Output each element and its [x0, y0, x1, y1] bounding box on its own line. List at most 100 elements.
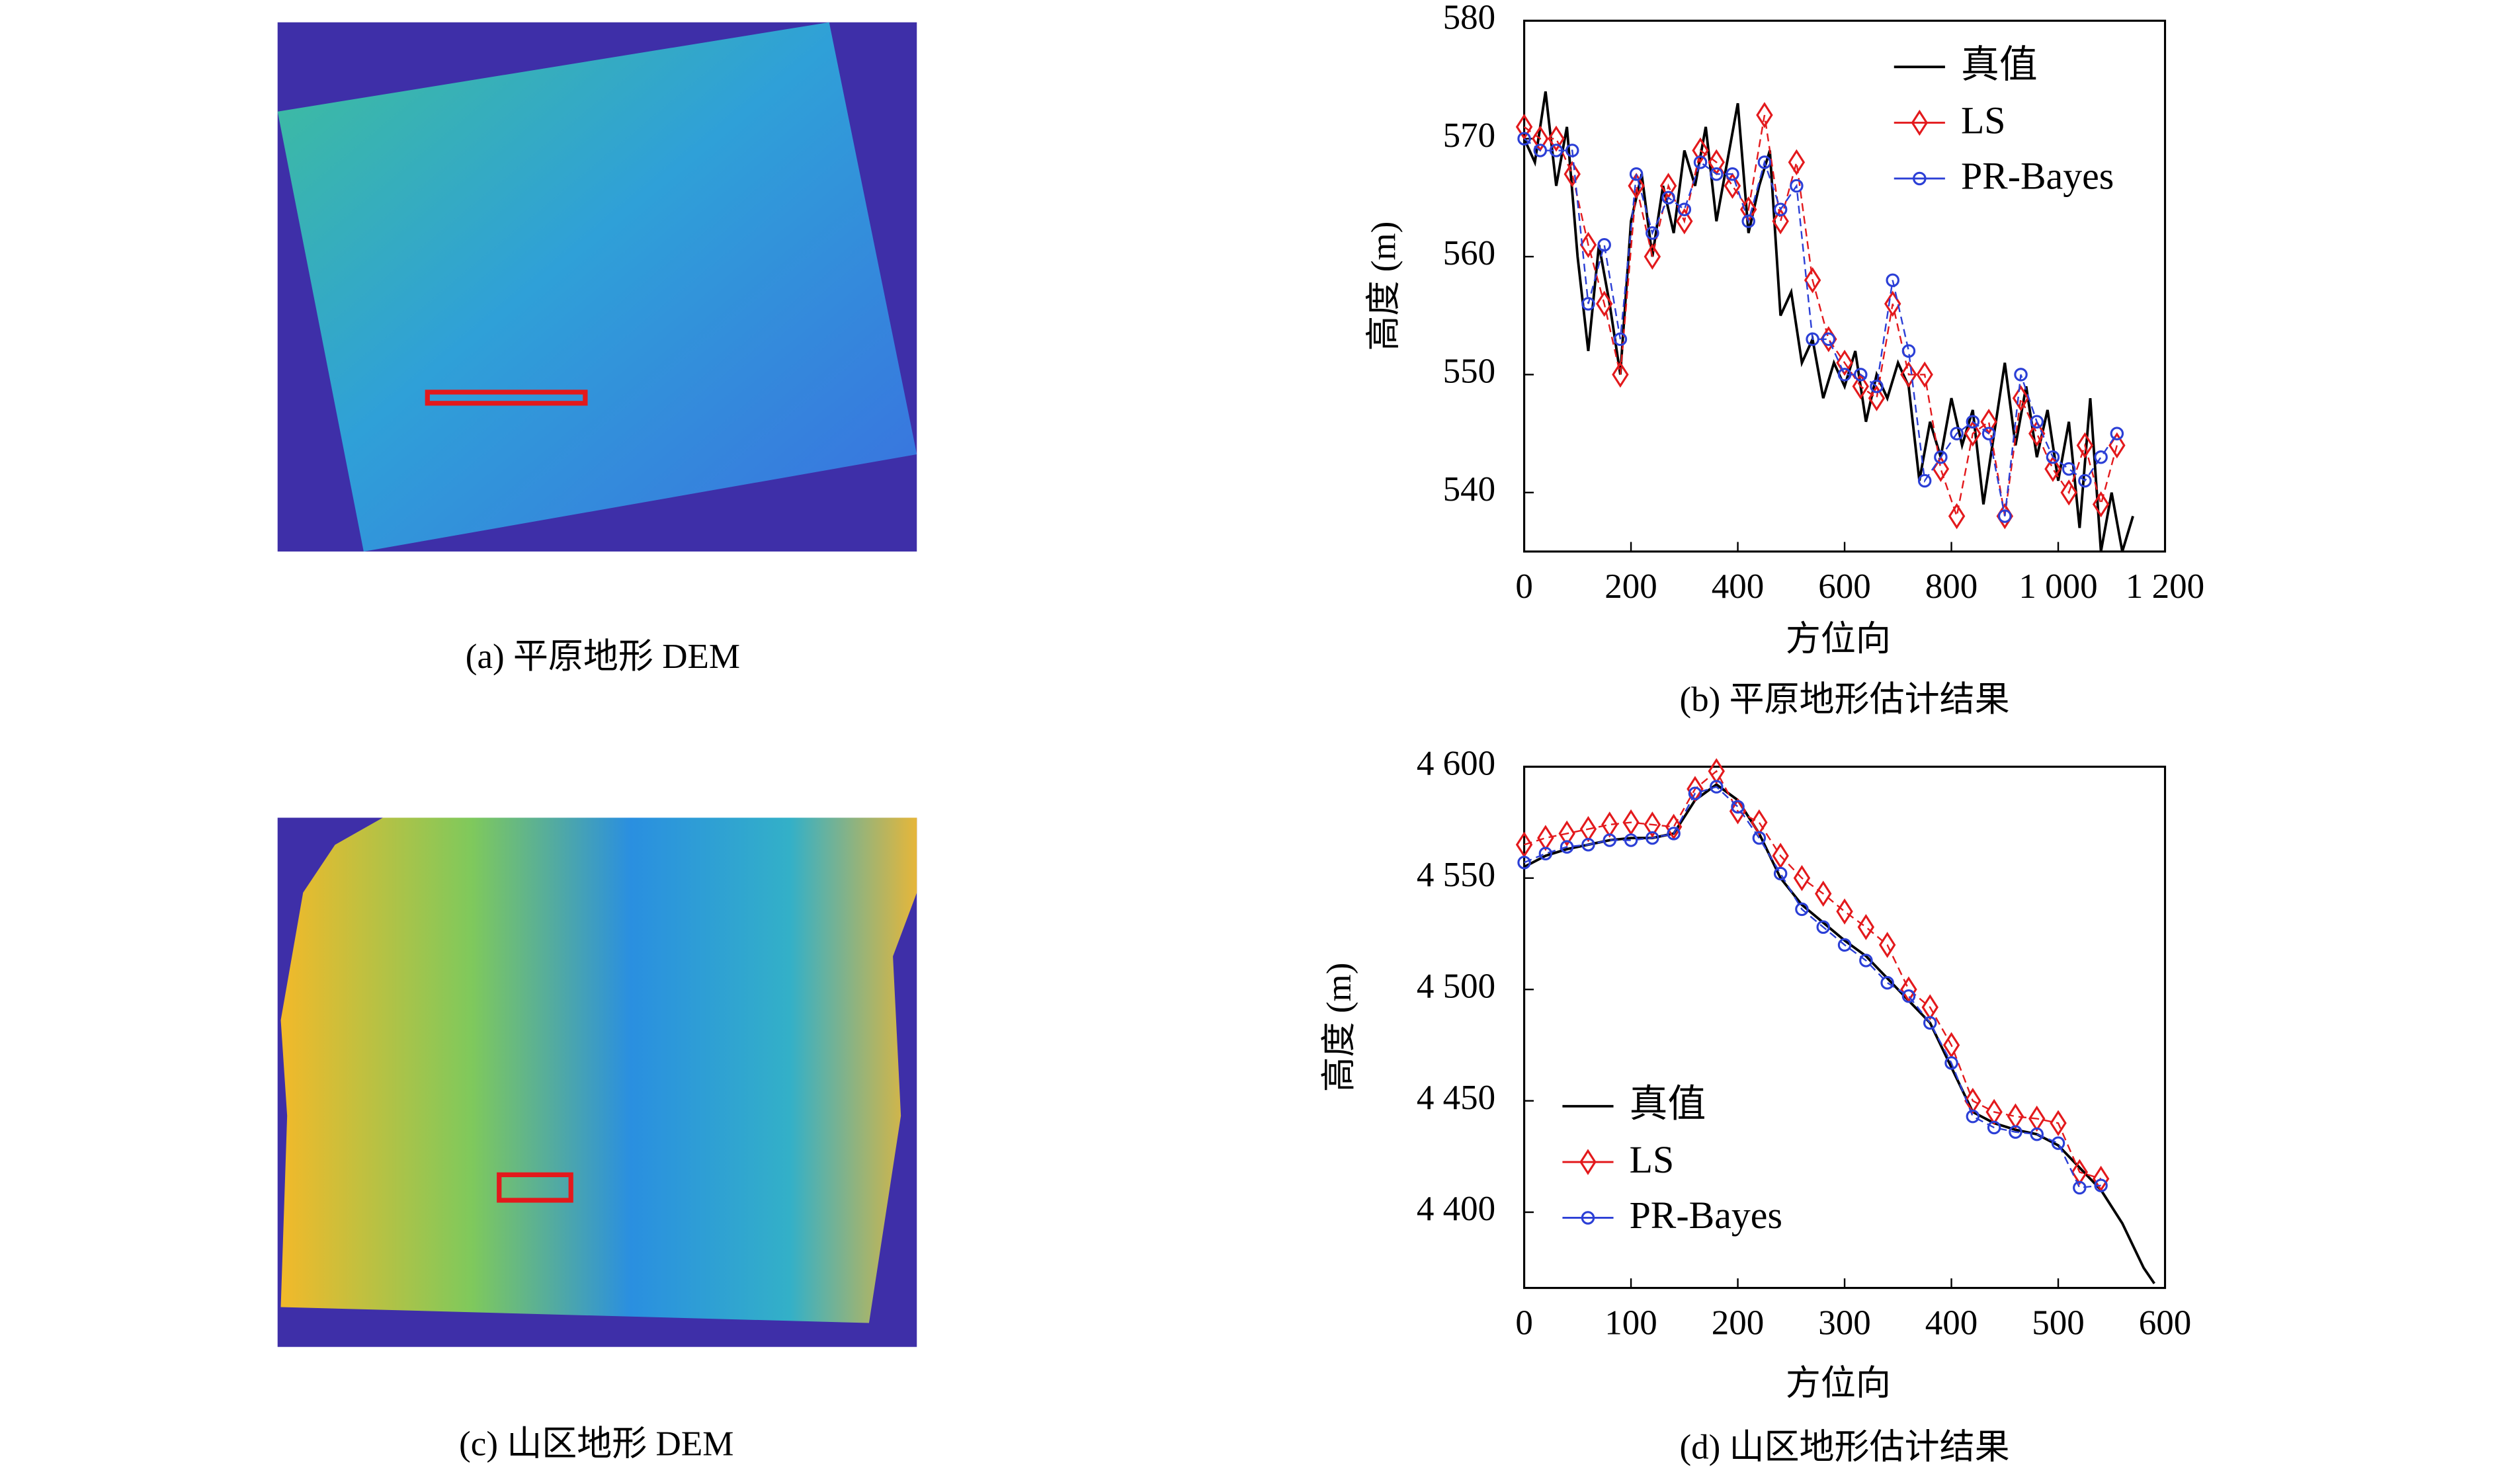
x-tick-label: 1 200: [2126, 567, 2204, 606]
marker: [1677, 202, 1692, 216]
marker: [1517, 855, 1531, 870]
marker: [1665, 813, 1683, 841]
marker: [1692, 137, 1709, 164]
marker: [1985, 1098, 2003, 1126]
marker: [2078, 474, 2092, 488]
marker: [2094, 1178, 2108, 1192]
legend-label: 真值: [1961, 43, 2038, 86]
marker: [1724, 173, 1741, 199]
marker: [1579, 815, 1597, 843]
marker: [1560, 840, 1574, 854]
x-tick-label: 600: [2139, 1304, 2192, 1342]
marker: [2012, 385, 2030, 411]
marker: [1628, 173, 1645, 199]
marker: [1661, 190, 1675, 205]
marker: [2046, 450, 2060, 464]
marker: [1688, 786, 1702, 801]
y-tick-label: 4 400: [1417, 1190, 1495, 1228]
marker: [1917, 474, 1932, 488]
marker: [1612, 361, 1629, 388]
marker: [1900, 361, 1917, 388]
marker: [1710, 167, 1724, 181]
marker: [2092, 1165, 2110, 1192]
marker: [1950, 427, 1964, 440]
marker: [1793, 865, 1811, 891]
x-tick-label: 1 000: [2019, 567, 2097, 606]
x-tick-label: 600: [1818, 567, 1871, 606]
legend-label: LS: [1961, 99, 2005, 142]
marker: [1595, 290, 1613, 317]
marker: [1916, 361, 1933, 388]
y-tick-label: 550: [1443, 352, 1496, 391]
marker: [2030, 1127, 2044, 1141]
marker: [1676, 208, 1693, 235]
marker: [1821, 332, 1836, 347]
marker: [1549, 144, 1563, 157]
legend-label: LS: [1630, 1138, 1675, 1181]
x-tick-label: 300: [1818, 1304, 1871, 1342]
marker: [1515, 114, 1533, 140]
marker: [1773, 866, 1788, 881]
marker: [1751, 809, 1768, 836]
marker: [1868, 385, 1886, 411]
x-tick-label: 200: [1712, 1304, 1765, 1342]
y-tick-label: 580: [1443, 0, 1496, 37]
legend-marker: [1579, 1149, 1597, 1175]
marker: [1693, 155, 1708, 169]
marker: [1708, 758, 1725, 784]
x-axis-label: 方位向: [1786, 1364, 1891, 1403]
marker: [1646, 226, 1659, 240]
y-axis-label: 高度 (m): [1320, 963, 1358, 1092]
marker: [2009, 1125, 2022, 1139]
series-line: [1523, 138, 2118, 516]
marker: [2044, 456, 2062, 482]
marker: [1880, 975, 1894, 990]
x-tick-label: 100: [1604, 1304, 1657, 1342]
marker: [1886, 273, 1899, 287]
marker: [1966, 1109, 1980, 1124]
legend-marker: [1581, 1211, 1595, 1225]
marker: [1579, 231, 1597, 258]
series-line: [1524, 770, 2101, 1180]
marker: [1517, 132, 1531, 145]
marker: [1601, 811, 1618, 838]
x-tick-label: 0: [1515, 1304, 1533, 1342]
dem-plain: [277, 22, 917, 552]
marker: [2028, 1105, 2046, 1132]
y-tick-label: 560: [1443, 234, 1496, 272]
series-line: [1524, 786, 2101, 1189]
marker: [1533, 144, 1548, 157]
marker: [1710, 780, 1724, 794]
legend-marker: [1913, 171, 1927, 186]
x-tick-label: 0: [1515, 567, 1533, 606]
marker: [1900, 976, 1917, 1003]
marker: [1836, 349, 1853, 376]
marker: [1757, 155, 1772, 169]
marker: [1613, 332, 1628, 347]
marker: [1901, 344, 1916, 358]
marker: [1726, 167, 1739, 181]
marker: [1788, 149, 1806, 176]
dem-mountain: [277, 817, 917, 1347]
marker: [1752, 831, 1767, 845]
marker: [1857, 914, 1875, 940]
marker: [1964, 1087, 1981, 1114]
marker: [1756, 102, 1773, 128]
marker: [1646, 831, 1659, 845]
x-axis-label: 方位向: [1786, 620, 1891, 659]
legend-marker: [1911, 109, 1929, 136]
marker: [1944, 1056, 1958, 1070]
marker: [1644, 243, 1661, 270]
marker: [1966, 415, 1980, 429]
y-axis-label: 高度 (m): [1364, 222, 1403, 351]
marker: [1538, 846, 1553, 860]
y-tick-label: 570: [1443, 116, 1496, 155]
marker: [1644, 811, 1661, 838]
marker: [1565, 144, 1579, 157]
marker: [2051, 1136, 2065, 1150]
marker: [1816, 920, 1830, 934]
marker: [1837, 368, 1852, 382]
marker: [1870, 380, 1884, 393]
marker: [1901, 989, 1916, 1003]
marker: [1854, 368, 1868, 382]
